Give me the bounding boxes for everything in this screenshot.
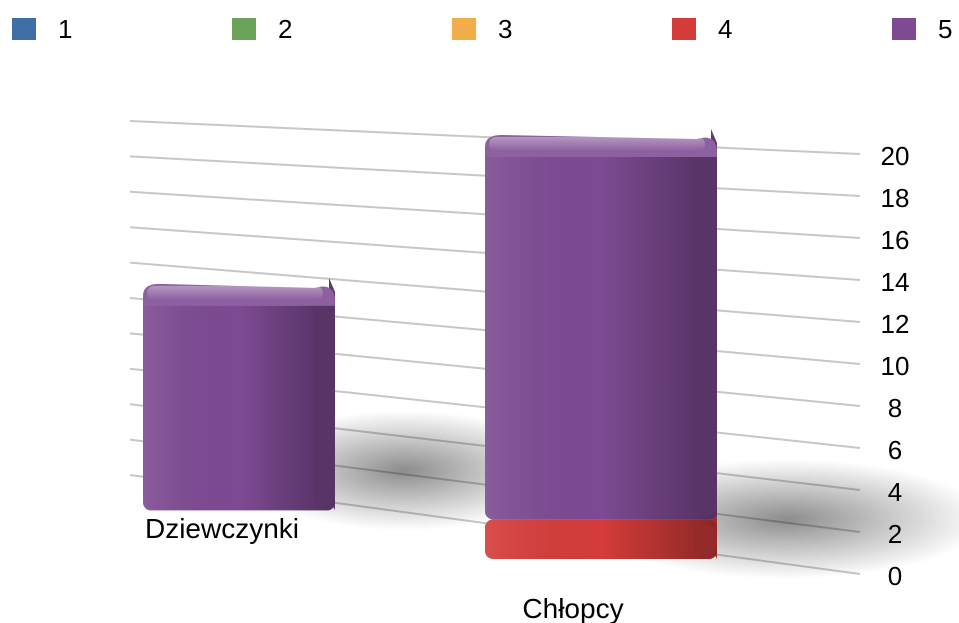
bar-0-series-5 <box>143 277 335 511</box>
legend-label-4: 4 <box>718 14 732 44</box>
y-tick-label-16: 16 <box>881 225 910 255</box>
legend-label-2: 2 <box>278 14 292 44</box>
y-tick-label-18: 18 <box>881 183 910 213</box>
legend-label-1: 1 <box>58 14 72 44</box>
y-tick-label-10: 10 <box>881 351 910 381</box>
category-label-1: Chłopcy <box>522 593 623 623</box>
bar-1-series-5 <box>485 128 717 520</box>
bar-1-series-4 <box>485 505 717 560</box>
legend-swatch-5 <box>892 18 916 40</box>
y-tick-label-8: 8 <box>888 393 902 423</box>
legend: 1 2 3 4 5 <box>12 14 952 44</box>
category-label-0: Dziewczynki <box>145 513 299 544</box>
y-tick-label-12: 12 <box>881 309 910 339</box>
legend-label-5: 5 <box>938 14 952 44</box>
legend-swatch-2 <box>232 18 256 40</box>
legend-label-3: 3 <box>498 14 512 44</box>
y-tick-label-14: 14 <box>881 267 910 297</box>
y-tick-label-6: 6 <box>888 435 902 465</box>
legend-swatch-3 <box>452 18 476 40</box>
bars <box>143 128 717 560</box>
y-tick-label-20: 20 <box>881 141 910 171</box>
category-labels: Dziewczynki Chłopcy <box>145 513 624 623</box>
legend-swatch-4 <box>672 18 696 40</box>
legend-swatch-1 <box>12 18 36 40</box>
